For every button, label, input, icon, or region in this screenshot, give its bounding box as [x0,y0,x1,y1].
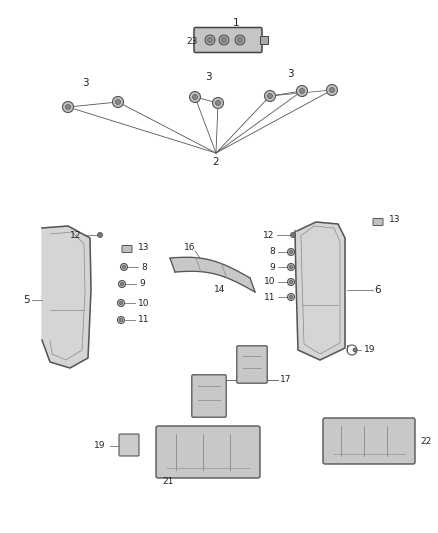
Circle shape [297,85,307,96]
Text: 3: 3 [287,69,293,79]
Circle shape [268,93,272,99]
FancyBboxPatch shape [122,246,132,253]
Circle shape [190,92,201,102]
Text: 19: 19 [93,441,105,450]
Text: 8: 8 [269,247,275,256]
Polygon shape [170,257,255,292]
Circle shape [66,104,71,109]
Circle shape [290,295,293,298]
Circle shape [119,280,126,287]
Text: 3: 3 [205,72,211,82]
Circle shape [290,251,293,254]
Circle shape [290,280,293,284]
Text: 19: 19 [364,345,375,354]
Circle shape [287,294,294,301]
Circle shape [287,263,294,271]
Circle shape [120,263,127,271]
FancyBboxPatch shape [192,375,226,417]
Circle shape [113,96,124,108]
Circle shape [219,35,229,45]
Circle shape [326,85,338,95]
Circle shape [287,248,294,255]
Circle shape [237,37,243,43]
Circle shape [212,98,223,109]
Text: 5: 5 [24,295,30,305]
Bar [259,36,268,44]
Text: 1: 1 [233,18,239,28]
Circle shape [116,100,120,104]
Text: 13: 13 [138,243,149,252]
Circle shape [193,94,198,100]
Text: 3: 3 [82,78,88,88]
Circle shape [300,88,304,93]
Text: 9: 9 [269,262,275,271]
Text: 10: 10 [138,298,149,308]
Circle shape [98,232,102,238]
Text: 9: 9 [139,279,145,288]
Text: 2: 2 [213,157,219,167]
Circle shape [208,37,212,43]
Circle shape [120,302,123,304]
Text: 16: 16 [184,244,196,253]
Text: 22: 22 [420,438,431,447]
Circle shape [235,35,245,45]
Text: 12: 12 [70,230,81,239]
Circle shape [117,300,124,306]
Text: 8: 8 [141,262,147,271]
Text: 17: 17 [280,376,292,384]
Circle shape [290,265,293,269]
Circle shape [120,318,123,321]
Polygon shape [42,226,91,368]
Circle shape [120,282,124,286]
Circle shape [329,87,335,92]
Circle shape [265,91,276,101]
Text: 14: 14 [214,286,226,295]
Circle shape [215,101,220,106]
Circle shape [353,348,357,352]
Text: 12: 12 [263,230,274,239]
Circle shape [117,317,124,324]
Text: 11: 11 [138,316,149,325]
FancyBboxPatch shape [323,418,415,464]
FancyBboxPatch shape [373,219,383,225]
FancyBboxPatch shape [156,426,260,478]
FancyBboxPatch shape [119,434,139,456]
Circle shape [63,101,74,112]
Circle shape [290,232,296,238]
Circle shape [123,265,126,269]
Text: 23: 23 [186,36,198,45]
Circle shape [222,37,226,43]
Polygon shape [295,222,345,360]
Text: 6: 6 [374,285,381,295]
Text: 21: 21 [162,477,173,486]
Text: 10: 10 [264,278,275,287]
FancyBboxPatch shape [194,28,262,52]
Circle shape [205,35,215,45]
Text: 11: 11 [264,293,275,302]
FancyBboxPatch shape [237,346,267,383]
Text: 13: 13 [389,215,400,224]
Circle shape [287,279,294,286]
